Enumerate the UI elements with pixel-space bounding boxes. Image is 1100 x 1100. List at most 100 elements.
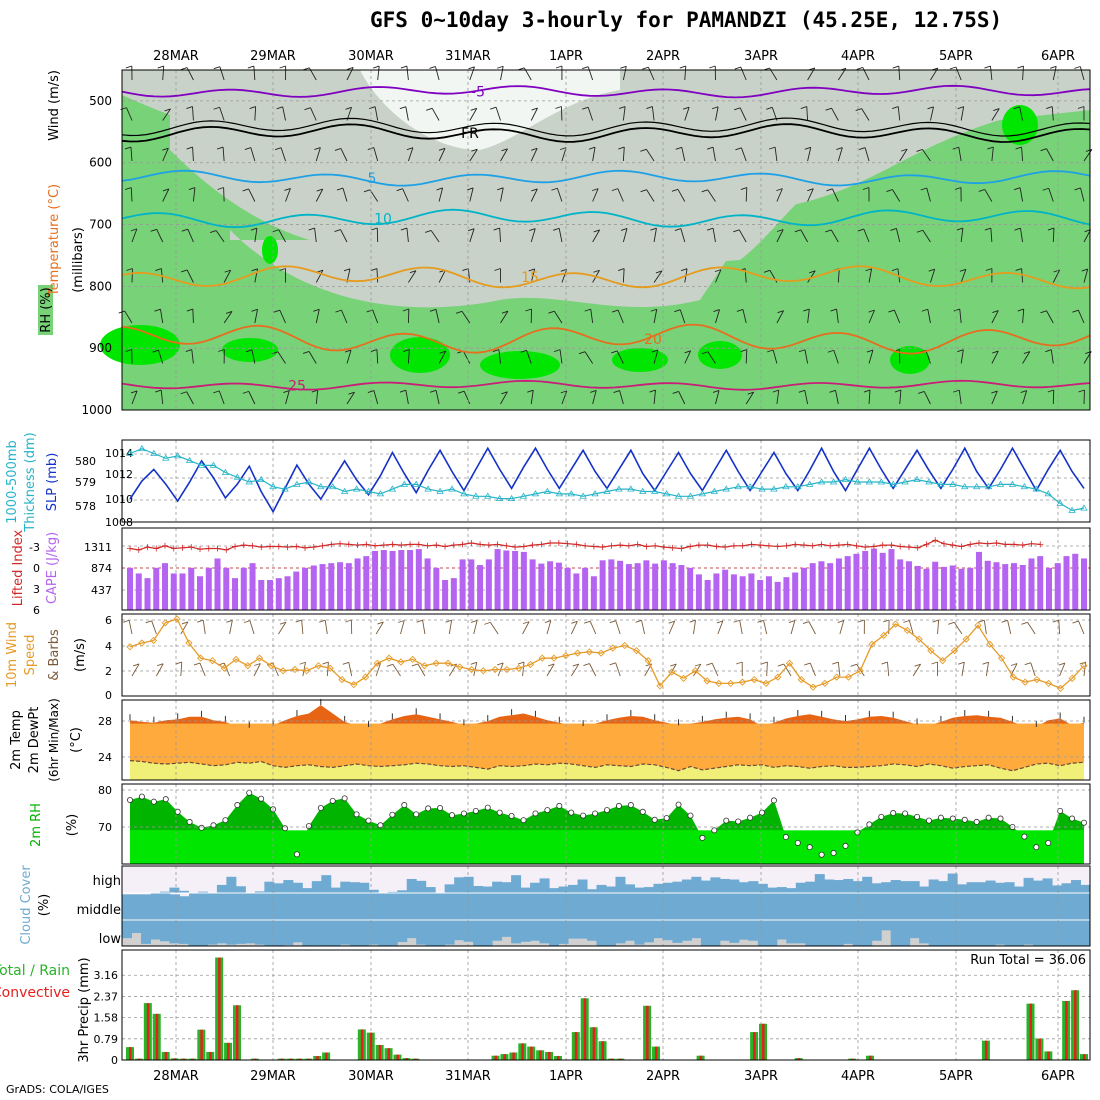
cloud-middle-bar [620, 893, 631, 920]
wind-barb [530, 148, 538, 162]
pressure-tick-label: 800 [89, 279, 112, 293]
cape-bar [774, 581, 781, 610]
lifted-index-marker [678, 545, 685, 552]
cloud-low-fill [406, 920, 417, 939]
precip-convective-bar [209, 1051, 212, 1060]
lifted-index-marker [687, 543, 694, 550]
cloud-middle-bar [390, 893, 401, 920]
wind-barb [462, 350, 471, 364]
cape-bar [853, 553, 860, 610]
wind-barb [674, 309, 681, 313]
wind-barb [918, 391, 925, 394]
wind-speed-marker [785, 659, 794, 667]
cloud-low-fill [1080, 920, 1091, 946]
cape-bar [844, 556, 851, 610]
cape-bar [590, 576, 597, 610]
wind-barb [992, 310, 999, 314]
wind-speed-marker [314, 662, 323, 670]
thickness-marker [853, 478, 862, 485]
wind-barb [618, 146, 625, 150]
wind-barb [186, 391, 194, 405]
rh-marker [389, 811, 396, 818]
wind-barb [1047, 227, 1055, 231]
cloud-high-bar [1023, 877, 1034, 893]
lifted-index-marker [949, 542, 956, 549]
wind-speed-marker [738, 678, 747, 686]
wind-speed-marker [397, 658, 405, 666]
wind-barb [500, 310, 509, 324]
precip-convective-bar [851, 1058, 854, 1060]
wind-barb [530, 188, 538, 202]
surface-wind-barb [416, 619, 423, 623]
precip-convective-bar [298, 1058, 301, 1060]
rh-saturated-patch [890, 346, 930, 374]
cloud-high-bar [596, 884, 607, 893]
surface-wind-barb [522, 662, 525, 677]
wind-barb [188, 187, 196, 191]
lifted-index-marker [345, 541, 352, 548]
surface-wind-barb [832, 661, 839, 665]
rh-frame [121, 783, 1091, 865]
cloud-low-bar [568, 938, 579, 946]
thickness-marker [162, 454, 170, 461]
cloud-low-fill [985, 920, 996, 946]
precip-convective-bar [592, 1027, 596, 1060]
thickness-marker [925, 478, 933, 485]
thickness-tick-label: 579 [75, 476, 96, 489]
wind-barb [578, 351, 586, 355]
thickness-marker [472, 492, 480, 499]
precip-convective-bar [539, 1050, 542, 1060]
surface-wind-barb [808, 621, 816, 635]
wind-barb [162, 188, 170, 202]
wind-barb [525, 308, 532, 312]
cloud-low-fill [871, 920, 882, 941]
wind-barb [680, 268, 688, 272]
dewpoint-line [129, 760, 1085, 772]
lifted-index-marker [582, 542, 589, 549]
rh-marker [258, 795, 265, 802]
wind-barb [837, 268, 840, 283]
wind-barb [715, 106, 719, 121]
precip-tick-label: 1.58 [94, 1012, 119, 1025]
lifted-index-marker [818, 541, 825, 548]
cloud-high-bar [349, 882, 360, 893]
wind-barb [622, 106, 626, 121]
cloud-low-fill [197, 920, 208, 946]
cape-bar [424, 558, 431, 610]
wind-barb [304, 107, 311, 111]
wind-barb [560, 106, 563, 121]
wind-speed-marker [562, 651, 570, 660]
cape-bar [538, 563, 545, 610]
cloud-high-bar [900, 881, 911, 893]
surface-wind-barb [777, 663, 784, 667]
surface-wind-barb [739, 620, 743, 635]
contour-label: 25 [288, 378, 306, 394]
wind-speed-marker [279, 667, 287, 675]
cloud-high-bar [1042, 878, 1053, 893]
wind-barb [616, 350, 624, 364]
cloud-high-bar [805, 881, 816, 893]
surface-wind-barb [1027, 622, 1036, 635]
rh-marker [210, 822, 217, 829]
rh-marker [138, 793, 145, 800]
precip-convective-bar [227, 1042, 230, 1060]
wind-barb [868, 349, 874, 364]
wind-speed-marker [950, 646, 959, 655]
surface-wind-barb [223, 662, 231, 677]
wind-barb [613, 390, 620, 393]
cloud-middle-bar [744, 893, 756, 920]
precip-convective-bar [360, 1029, 364, 1060]
cloud-middle-bar [198, 893, 209, 920]
thickness-marker [1020, 482, 1029, 490]
wind-barb [213, 390, 220, 394]
rh-marker [329, 797, 336, 804]
wind-barb [402, 308, 410, 312]
wind-barb [987, 146, 994, 150]
wind-barb [373, 147, 379, 162]
wind-barb [592, 229, 601, 243]
wind-barb [162, 147, 169, 162]
wind-barb [619, 390, 624, 405]
cloud-middle-bar [572, 893, 583, 920]
wind-barb [399, 389, 407, 393]
cape-tick-label: 437 [91, 584, 112, 597]
